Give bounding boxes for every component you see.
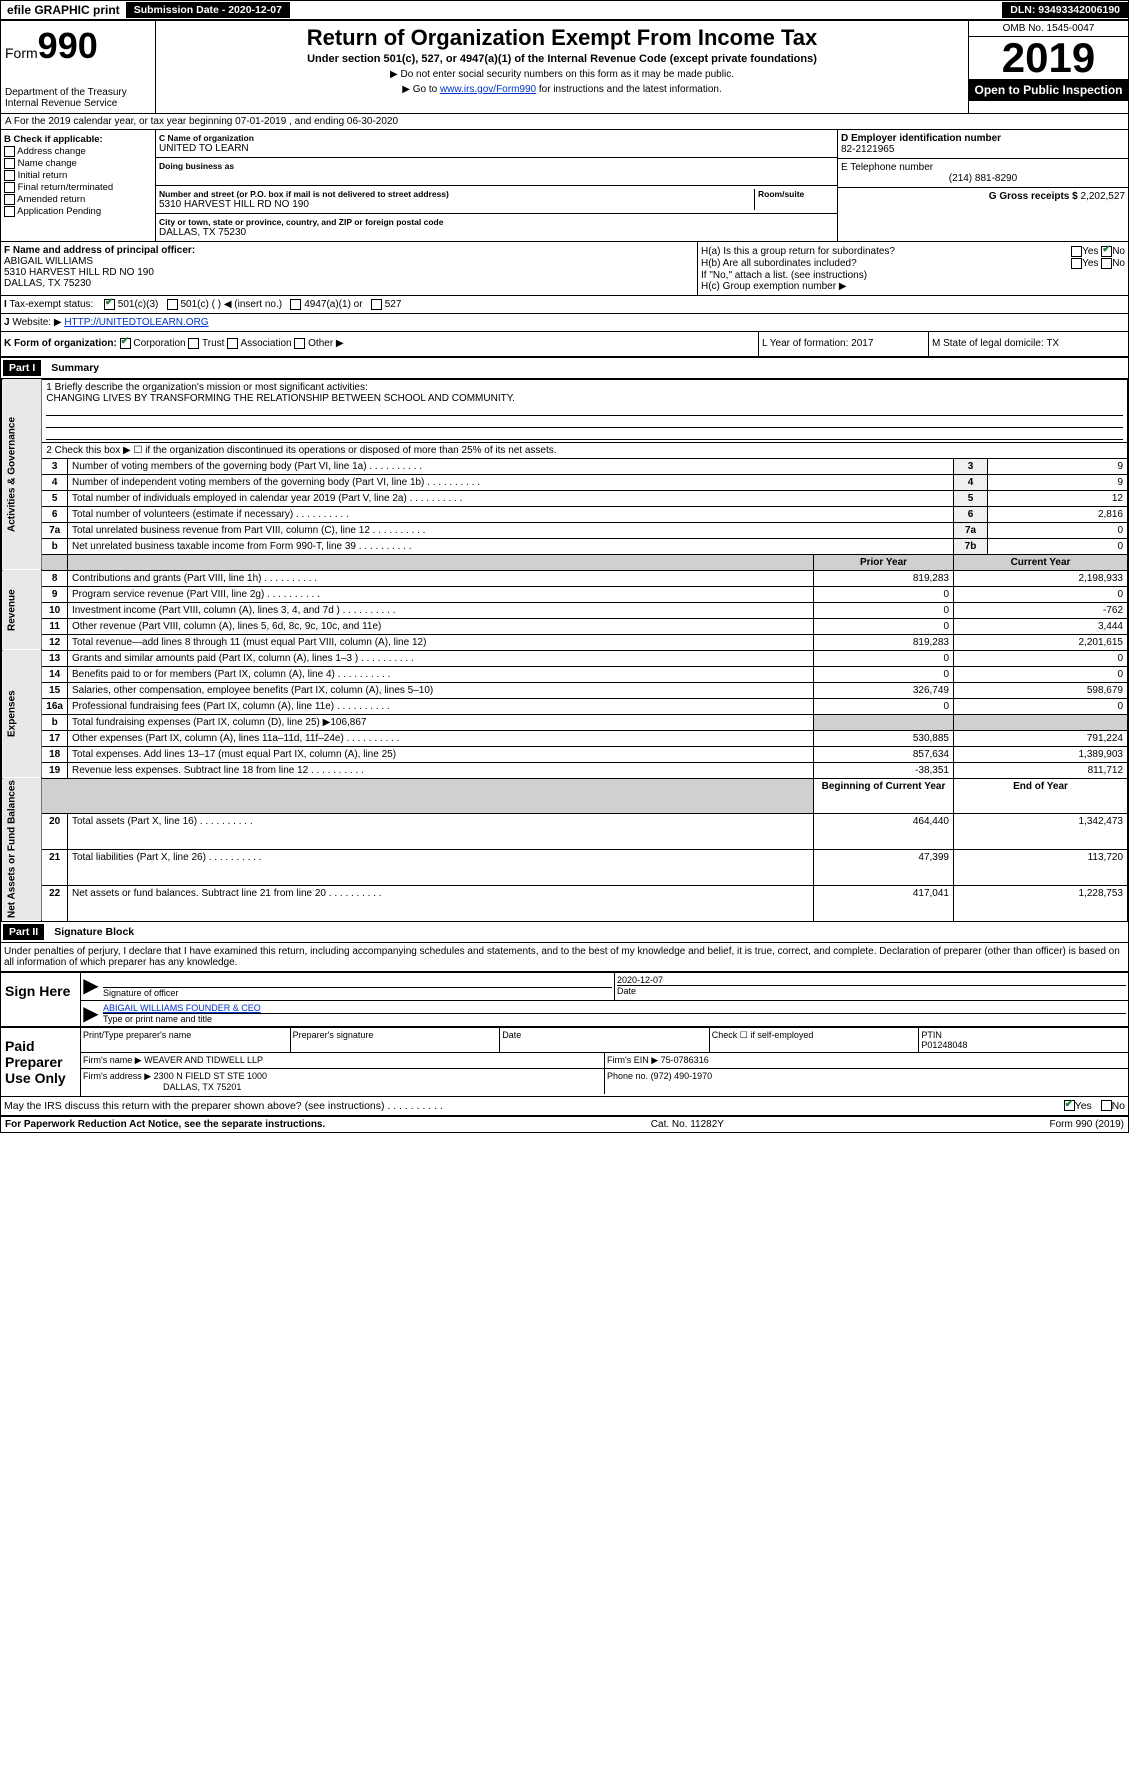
firm-phone: (972) 490-1970 xyxy=(651,1071,713,1081)
topbar: efile GRAPHIC print Submission Date - 20… xyxy=(0,0,1129,20)
501c3-checkbox[interactable] xyxy=(104,299,115,310)
application-pending-checkbox[interactable] xyxy=(4,206,15,217)
open-public-badge: Open to Public Inspection xyxy=(969,79,1128,101)
state-domicile: M State of legal domicile: TX xyxy=(928,332,1128,355)
trust-checkbox[interactable] xyxy=(188,338,199,349)
instruction-2: ▶ Go to www.irs.gov/Form990 for instruct… xyxy=(160,84,964,95)
form-footer: Form 990 (2019) xyxy=(1050,1119,1124,1130)
address-change-checkbox[interactable] xyxy=(4,146,15,157)
other-checkbox[interactable] xyxy=(294,338,305,349)
val-3: 9 xyxy=(988,458,1128,474)
discuss-no-checkbox[interactable] xyxy=(1101,1100,1112,1111)
telephone: (214) 881-8290 xyxy=(841,173,1125,184)
summary-table: Activities & Governance 1 Briefly descri… xyxy=(1,379,1128,922)
year-formation: L Year of formation: 2017 xyxy=(758,332,928,355)
irs-link[interactable]: www.irs.gov/Form990 xyxy=(440,84,536,95)
paid-preparer-label: Paid Preparer Use Only xyxy=(1,1028,81,1096)
discuss-yes-checkbox[interactable] xyxy=(1064,1100,1075,1111)
sign-here-label: Sign Here xyxy=(1,973,81,1026)
firm-ein: 75-0786316 xyxy=(661,1055,709,1065)
check-if-applicable: B Check if applicable: Address change Na… xyxy=(1,130,156,241)
org-city: DALLAS, TX 75230 xyxy=(159,227,443,238)
final-return-checkbox[interactable] xyxy=(4,182,15,193)
main-title: Return of Organization Exempt From Incom… xyxy=(160,25,964,51)
ptin: P01248048 xyxy=(921,1040,1126,1050)
side-net-assets: Net Assets or Fund Balances xyxy=(2,778,42,921)
tax-year: 2019 xyxy=(969,37,1128,79)
form-number: 990 xyxy=(38,25,98,66)
corp-checkbox[interactable] xyxy=(120,338,131,349)
cat-no: Cat. No. 11282Y xyxy=(651,1119,724,1130)
name-change-checkbox[interactable] xyxy=(4,158,15,169)
org-name: UNITED TO LEARN xyxy=(159,143,254,154)
department: Department of the Treasury Internal Reve… xyxy=(5,87,151,109)
527-checkbox[interactable] xyxy=(371,299,382,310)
perjury-statement: Under penalties of perjury, I declare th… xyxy=(1,943,1128,972)
website-link[interactable]: HTTP://UNITEDTOLEARN.ORG xyxy=(64,317,208,328)
discuss-row: May the IRS discuss this return with the… xyxy=(1,1097,1128,1116)
gross-receipts: 2,202,527 xyxy=(1081,191,1126,202)
amended-checkbox[interactable] xyxy=(4,194,15,205)
officer-name: ABIGAIL WILLIAMS xyxy=(4,256,694,267)
form-990: Form990 Department of the Treasury Inter… xyxy=(0,20,1129,1133)
side-expenses: Expenses xyxy=(2,650,42,778)
efile-label[interactable]: efile GRAPHIC print xyxy=(1,1,126,19)
form-label: Form xyxy=(5,45,38,61)
501c-checkbox[interactable] xyxy=(167,299,178,310)
ha-yes-checkbox[interactable] xyxy=(1071,246,1082,257)
firm-name: WEAVER AND TIDWELL LLP xyxy=(144,1055,263,1065)
ha-no-checkbox[interactable] xyxy=(1101,246,1112,257)
ein: 82-2121965 xyxy=(841,144,1125,155)
hb-no-checkbox[interactable] xyxy=(1101,258,1112,269)
side-revenue: Revenue xyxy=(2,570,42,650)
initial-return-checkbox[interactable] xyxy=(4,170,15,181)
instruction-1: ▶ Do not enter social security numbers o… xyxy=(160,69,964,80)
arrow-icon: ▶ xyxy=(81,1001,101,1026)
part1-header: Part I xyxy=(3,360,41,376)
mission-text: CHANGING LIVES BY TRANSFORMING THE RELAT… xyxy=(46,393,1123,404)
paperwork-notice: For Paperwork Reduction Act Notice, see … xyxy=(5,1119,325,1130)
arrow-icon: ▶ xyxy=(81,973,101,1000)
assoc-checkbox[interactable] xyxy=(227,338,238,349)
part2-header: Part II xyxy=(3,924,44,940)
submission-date: Submission Date - 2020-12-07 xyxy=(126,2,290,18)
row-a-tax-year: A For the 2019 calendar year, or tax yea… xyxy=(1,114,1128,130)
dln: DLN: 93493342006190 xyxy=(1002,2,1128,18)
officer-name-sig: ABIGAIL WILLIAMS FOUNDER & CEO xyxy=(103,1003,1126,1013)
side-governance: Activities & Governance xyxy=(2,379,42,570)
org-address: 5310 HARVEST HILL RD NO 190 xyxy=(159,199,754,210)
subtitle: Under section 501(c), 527, or 4947(a)(1)… xyxy=(160,53,964,65)
4947-checkbox[interactable] xyxy=(290,299,301,310)
hb-yes-checkbox[interactable] xyxy=(1071,258,1082,269)
